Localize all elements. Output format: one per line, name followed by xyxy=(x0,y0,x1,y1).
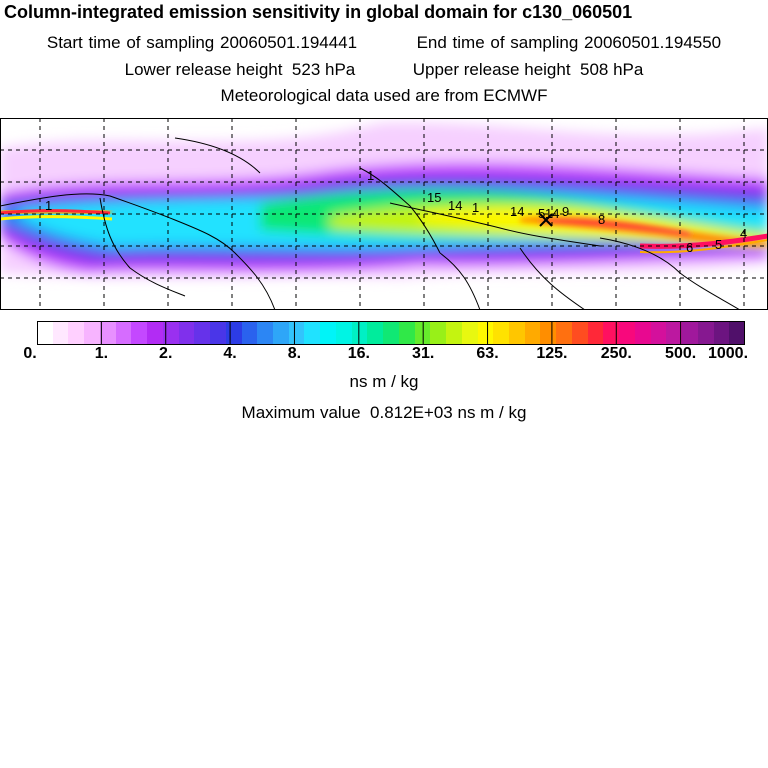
map-label: 4 xyxy=(740,226,747,241)
colorbar-tick-label: 2. xyxy=(159,345,173,362)
colorbar-cell xyxy=(509,321,526,345)
maximum-value: Maximum value 0.812E+03 ns m / kg xyxy=(0,403,768,423)
colorbar-tick-label: 125. xyxy=(536,345,568,362)
map-label: 5 xyxy=(538,206,545,221)
colorbar-cell xyxy=(53,321,69,345)
colorbar-cell xyxy=(540,321,557,345)
colorbar-cell xyxy=(698,321,715,345)
colorbar-cell xyxy=(729,321,745,345)
colorbar-cell xyxy=(273,321,290,345)
colorbar-tick-label: 0. xyxy=(23,345,37,362)
colorbar-cell xyxy=(100,321,117,345)
colorbar-tick-label: 1000. xyxy=(707,345,749,362)
colorbar xyxy=(37,321,745,345)
colorbar-tick-label: 16. xyxy=(347,345,370,362)
start-label: Start time of sampling xyxy=(46,33,215,52)
lower-release-label: Lower release height xyxy=(124,60,283,79)
colorbar-tick-label: 250. xyxy=(600,345,632,362)
map-label: 14 xyxy=(510,204,524,219)
sensitivity-map: 1 15 14 1 14 5 14 9 8 6 5 4 1 xyxy=(0,118,768,310)
colorbar-tick-label: 4. xyxy=(223,345,237,362)
colorbar-cell xyxy=(226,321,243,345)
max-label: Maximum value xyxy=(241,403,361,422)
end-label: End time of sampling xyxy=(416,33,579,52)
colorbar-cell xyxy=(556,321,573,345)
map-label: 1 xyxy=(45,198,52,213)
colorbar-cell xyxy=(131,321,148,345)
lower-release-value: 523 hPa xyxy=(291,60,356,79)
colorbar-cell xyxy=(304,321,321,345)
sampling-times: Start time of sampling 20060501.194441 E… xyxy=(0,33,768,53)
map-label: 9 xyxy=(562,204,569,219)
release-site-marker xyxy=(539,213,553,227)
colorbar-cell xyxy=(714,321,730,345)
colorbar-cell xyxy=(336,321,353,345)
colorbar-cell xyxy=(462,321,479,345)
colorbar-tick-label: 63. xyxy=(476,345,499,362)
colorbar-cell xyxy=(666,321,683,345)
map-label: 1 xyxy=(367,168,374,183)
upper-release-label: Upper release height xyxy=(412,60,571,79)
map-label: 6 xyxy=(686,240,693,255)
colorbar-cell xyxy=(588,321,604,345)
colorbar-cell xyxy=(635,321,652,345)
sensitivity-field xyxy=(0,122,768,278)
colorbar-cell xyxy=(682,321,699,345)
colorbar-frame xyxy=(37,321,745,345)
colorbar-cell xyxy=(367,321,384,345)
map-label: 14 xyxy=(448,198,462,213)
colorbar-cell xyxy=(619,321,636,345)
colorbar-cell xyxy=(210,321,227,345)
colorbar-cell xyxy=(242,321,258,345)
end-value: 20060501.194550 xyxy=(584,33,722,52)
colorbar-cell xyxy=(320,321,337,345)
colorbar-cell xyxy=(194,321,211,345)
colorbar-unit: ns m / kg xyxy=(349,372,419,391)
colorbar-cell xyxy=(572,321,589,345)
colorbar-cell xyxy=(147,321,164,345)
colorbar-cell xyxy=(289,321,305,345)
colorbar-cell xyxy=(352,321,368,345)
coastlines xyxy=(0,137,741,310)
colorbar-cell xyxy=(116,321,132,345)
map-label: 15 xyxy=(427,190,441,205)
start-value: 20060501.194441 xyxy=(220,33,358,52)
colorbar-cell xyxy=(383,321,400,345)
colorbar-tick-label: 500. xyxy=(665,345,697,362)
map-label: 1 xyxy=(472,200,479,215)
colorbar-cell xyxy=(478,321,494,345)
colorbar-cell xyxy=(446,321,463,345)
colorbar-cell xyxy=(603,321,620,345)
colorbar-tick-label: 1. xyxy=(94,345,109,362)
colorbar-cell xyxy=(399,321,416,345)
colorbar-cell xyxy=(163,321,180,345)
plot-title: Column-integrated emission sensitivity i… xyxy=(4,2,633,22)
colorbar-cells xyxy=(37,321,745,345)
max-value: 0.812E+03 ns m / kg xyxy=(370,403,527,422)
upper-release-value: 508 hPa xyxy=(580,60,644,79)
colorbar-cell xyxy=(84,321,101,345)
map-label: 5 xyxy=(715,237,722,252)
colorbar-cell xyxy=(525,321,541,345)
colorbar-cell xyxy=(37,321,54,345)
release-heights: Lower release height 523 hPa Upper relea… xyxy=(0,60,768,80)
colorbar-cell xyxy=(651,321,667,345)
map-label: 8 xyxy=(598,212,605,227)
colorbar-cell xyxy=(430,321,447,345)
colorbar-cell xyxy=(493,321,510,345)
colorbar-tick-label: 8. xyxy=(287,345,302,362)
colorbar-cell xyxy=(257,321,274,345)
colorbar-cell xyxy=(179,321,195,345)
colorbar-cell xyxy=(68,321,85,345)
met-data-source: Meteorological data used are from ECMWF xyxy=(220,86,548,105)
colorbar-tick-label: 31. xyxy=(412,345,435,362)
